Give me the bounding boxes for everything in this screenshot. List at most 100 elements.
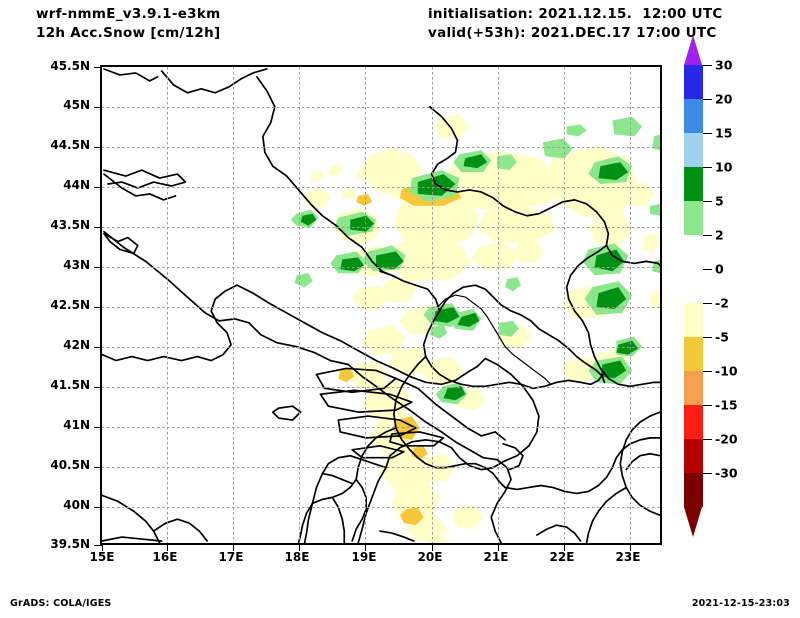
- colorbar-tick: [703, 133, 712, 134]
- grads-credit-label: GrADS: COLA/IGES: [10, 598, 112, 609]
- y-axis-label: 44N: [63, 178, 90, 192]
- colorbar-label: 30: [715, 57, 733, 73]
- gridline-vertical: [167, 67, 169, 543]
- colorbar-band: [684, 167, 703, 201]
- gridline-vertical: [563, 67, 565, 543]
- gridline-vertical: [233, 67, 235, 543]
- colorbar-label: 2: [715, 227, 724, 243]
- gridline-horizontal: [102, 427, 660, 428]
- colorbar-band: [684, 133, 703, 167]
- y-axis-tick: [94, 507, 102, 508]
- y-axis-label: 43N: [63, 258, 90, 272]
- colorbar-tick: [703, 439, 712, 440]
- model-name-label: wrf-nmmE_v3.9.1-e3km: [36, 6, 221, 22]
- colorbar-label: 0: [715, 261, 724, 277]
- colorbar-band: [684, 439, 703, 473]
- colorbar-tick: [703, 337, 712, 338]
- gridline-horizontal: [102, 467, 660, 468]
- x-axis-label: 19E: [351, 550, 377, 564]
- x-axis-tick: [563, 543, 565, 551]
- gridline-horizontal: [102, 387, 660, 388]
- x-axis-label: 22E: [549, 550, 575, 564]
- colorbar-label: -15: [715, 397, 738, 413]
- x-axis-label: 17E: [218, 550, 244, 564]
- y-axis-label: 40N: [63, 498, 90, 512]
- colorbar-band: [684, 235, 703, 269]
- gridline-vertical: [431, 67, 433, 543]
- gridline-horizontal: [102, 307, 660, 308]
- map-plot-area: [94, 65, 662, 551]
- colorbar-tick: [703, 405, 712, 406]
- colorbar-label: 5: [715, 193, 724, 209]
- colorbar-tick: [703, 371, 712, 372]
- y-axis-label: 45.5N: [50, 59, 90, 73]
- y-axis-tick: [94, 227, 102, 228]
- x-axis-tick: [431, 543, 433, 551]
- colorbar-label: 15: [715, 125, 733, 141]
- x-axis-label: 23E: [615, 550, 641, 564]
- colorbar-label: 20: [715, 91, 733, 107]
- header: wrf-nmmE_v3.9.1-e3km 12h Acc.Snow [cm/12…: [0, 0, 800, 52]
- header-right-block: initialisation: 2021.12.15. 12:00 UTC va…: [428, 5, 723, 43]
- colorbar-label: -5: [715, 329, 729, 345]
- colorbar-tick: [703, 269, 712, 270]
- valid-time-label: valid(+53h): 2021.DEC.17 17:00 UTC: [428, 25, 717, 41]
- gridline-vertical: [299, 67, 301, 543]
- generation-timestamp: 2021-12-15-23:03: [691, 598, 790, 609]
- colorbar-band: [684, 65, 703, 99]
- colorbar-tick: [703, 303, 712, 304]
- colorbar-band: [684, 337, 703, 371]
- colorbar-tick: [703, 99, 712, 100]
- colorbar-band: [684, 201, 703, 235]
- x-axis-tick: [497, 543, 499, 551]
- y-axis-label: 45N: [63, 98, 90, 112]
- colorbar-band: [684, 99, 703, 133]
- y-axis-label: 44.5N: [50, 138, 90, 152]
- gridline-horizontal: [102, 227, 660, 228]
- colorbar-label: 10: [715, 159, 733, 175]
- colorbar-label: -20: [715, 431, 738, 447]
- gridline-vertical: [365, 67, 367, 543]
- map-graphic: [102, 68, 660, 543]
- colorbar-tick: [703, 235, 712, 236]
- initialisation-time-label: initialisation: 2021.12.15. 12:00 UTC: [428, 6, 723, 22]
- gridline-horizontal: [102, 267, 660, 268]
- x-axis-tick: [629, 543, 631, 551]
- field-name-label: 12h Acc.Snow [cm/12h]: [36, 25, 221, 41]
- colorbar-label: -2: [715, 295, 729, 311]
- colorbar-band: [684, 405, 703, 439]
- colorbar-label: -10: [715, 363, 738, 379]
- gridline-vertical: [497, 67, 499, 543]
- y-axis-tick: [94, 267, 102, 268]
- y-axis-label: 39.5N: [50, 537, 90, 551]
- y-axis-label: 41.5N: [50, 378, 90, 392]
- x-axis-tick: [233, 543, 235, 551]
- map-clip: [102, 67, 660, 543]
- colorbar-tick: [703, 473, 712, 474]
- y-axis-tick: [94, 107, 102, 108]
- colorbar-legend: 30 20 15 10 5 2 0 -2 -5 -10 -15 -20 -30: [684, 35, 738, 537]
- gridline-horizontal: [102, 347, 660, 348]
- colorbar-band: [684, 371, 703, 405]
- y-axis-tick: [94, 467, 102, 468]
- y-axis-tick: [94, 187, 102, 188]
- y-axis-label: 40.5N: [50, 458, 90, 472]
- x-axis-tick: [102, 543, 103, 551]
- y-axis-label: 42N: [63, 338, 90, 352]
- colorbar-band: [684, 473, 703, 507]
- coastlines-and-borders: [102, 68, 660, 543]
- colorbar-tick: [703, 65, 712, 66]
- y-axis-tick: [94, 387, 102, 388]
- x-axis-tick: [167, 543, 169, 551]
- y-axis-tick: [94, 427, 102, 428]
- colorbar-tick: [703, 201, 712, 202]
- gridline-vertical: [629, 67, 631, 543]
- gridline-horizontal: [102, 507, 660, 508]
- y-axis-tick: [94, 347, 102, 348]
- colorbar-cap-max: [684, 35, 702, 65]
- y-axis-tick: [94, 147, 102, 148]
- gridline-horizontal: [102, 107, 660, 108]
- colorbar-cap-min: [684, 507, 702, 537]
- gridline-horizontal: [102, 187, 660, 188]
- gridline-horizontal: [102, 147, 660, 148]
